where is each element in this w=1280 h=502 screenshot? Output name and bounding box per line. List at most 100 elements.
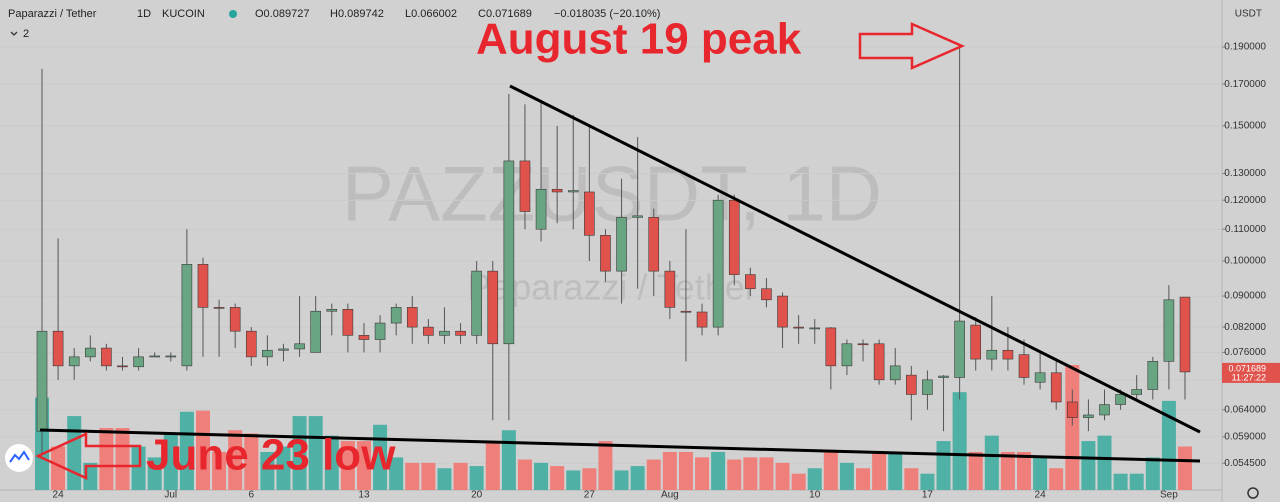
candle-body [648,216,660,272]
watermark: PAZZUSDT, 1D Paparazzi / Tether [342,150,882,308]
candle-body [1147,361,1159,390]
volume-bar [501,430,516,490]
volume-bar [630,466,645,490]
candle-body [922,379,933,395]
volume-bar [695,457,710,490]
status-dot [229,10,237,18]
candle-body [1163,299,1175,362]
candle-body [278,348,289,351]
candle-body [1067,401,1078,418]
candle-body [1034,372,1046,383]
symbol-title: Paparazzi / Tether [8,8,97,20]
volume-bar [179,411,194,490]
volume-bar [904,468,919,490]
candle-body [503,160,515,345]
candle-body [213,307,225,309]
volume-bar [1097,435,1112,490]
candle-body [551,188,563,193]
x-tick-label: 17 [922,490,934,501]
y-tick-label: 0.059000 [1224,431,1266,442]
volume-bar [872,451,887,490]
volume-bar [1017,451,1032,490]
candle-body [197,264,209,308]
indicator-count[interactable]: 2 [23,28,29,40]
candle-body [423,326,434,336]
candle-body [1099,404,1110,416]
resistance-trendline [509,84,1201,434]
watermark-symbol: PAZZUSDT, 1D [342,150,882,238]
candle-body [52,330,64,367]
x-tick-label: Sep [1160,490,1178,501]
volume-bar [1065,365,1080,490]
candle-body [294,343,305,350]
y-tick-label: 0.110000 [1225,224,1266,235]
collapse-icon[interactable] [10,31,18,36]
candle-body [439,330,450,336]
volume-bar [340,441,355,490]
volume-bar [1033,457,1048,490]
volume-bar [517,459,532,490]
volume-bar [131,446,146,490]
candle-body [680,310,692,313]
volume-bar [437,468,452,490]
exchange: KUCOIN [162,8,205,20]
volume-bar [356,441,371,490]
volume-bar [984,435,999,490]
volume-bar [968,451,983,490]
candle-body [954,320,965,378]
candle-body [616,216,627,272]
volume-bar [952,392,967,490]
volume-bar [405,462,420,490]
volume-bar [1081,441,1096,490]
candle-body [873,343,885,381]
candle-body [68,356,80,367]
volume-bar [550,466,565,490]
watermark-name: Paparazzi / Tether [467,267,757,308]
volume-bar [147,457,162,490]
settings-icon[interactable] [1247,487,1259,499]
volume-bar [566,470,581,490]
volume-bar [936,441,951,490]
candle-body [326,309,338,312]
candle-body [229,307,241,332]
volume-bar [920,473,935,490]
logo-mark [9,450,30,463]
candle-body [761,288,772,301]
candle-body [1050,372,1062,403]
candle-body [245,330,257,358]
volume-bar [421,462,436,490]
candle-body [745,274,756,290]
candle-body [36,330,48,432]
volume-bar [51,446,66,490]
volume-bar [1000,451,1015,490]
ohlc-high: H0.089742 [330,8,384,20]
volume-bar [453,462,468,490]
volume-bar [791,473,806,490]
volume-bar [485,441,500,490]
price-tag-box [1222,362,1280,383]
candle-body [455,330,466,336]
candle-layer [36,47,1191,455]
last-price: 0.071689 [1228,363,1266,373]
y-tick-label: 0.100000 [1224,256,1266,267]
volume-bar [888,451,903,490]
candle-body [181,264,193,367]
candle-body [1131,389,1143,395]
volume-bar [292,416,307,490]
candle-body [1179,296,1191,373]
y-tick-label: 0.190000 [1224,42,1266,53]
volume-bar [1145,457,1160,490]
x-tick-label: 13 [358,490,370,501]
candle-body [1115,394,1126,405]
volume-bar [856,468,871,490]
volume-bar [727,459,742,490]
candle-body [664,270,676,308]
candle-body [632,215,643,218]
y-tick-label: 0.170000 [1224,79,1266,90]
candle-body [712,199,724,328]
volume-bar [598,441,613,490]
volume-bar [1178,446,1192,490]
ohlc-close: C0.071689 [478,8,532,20]
